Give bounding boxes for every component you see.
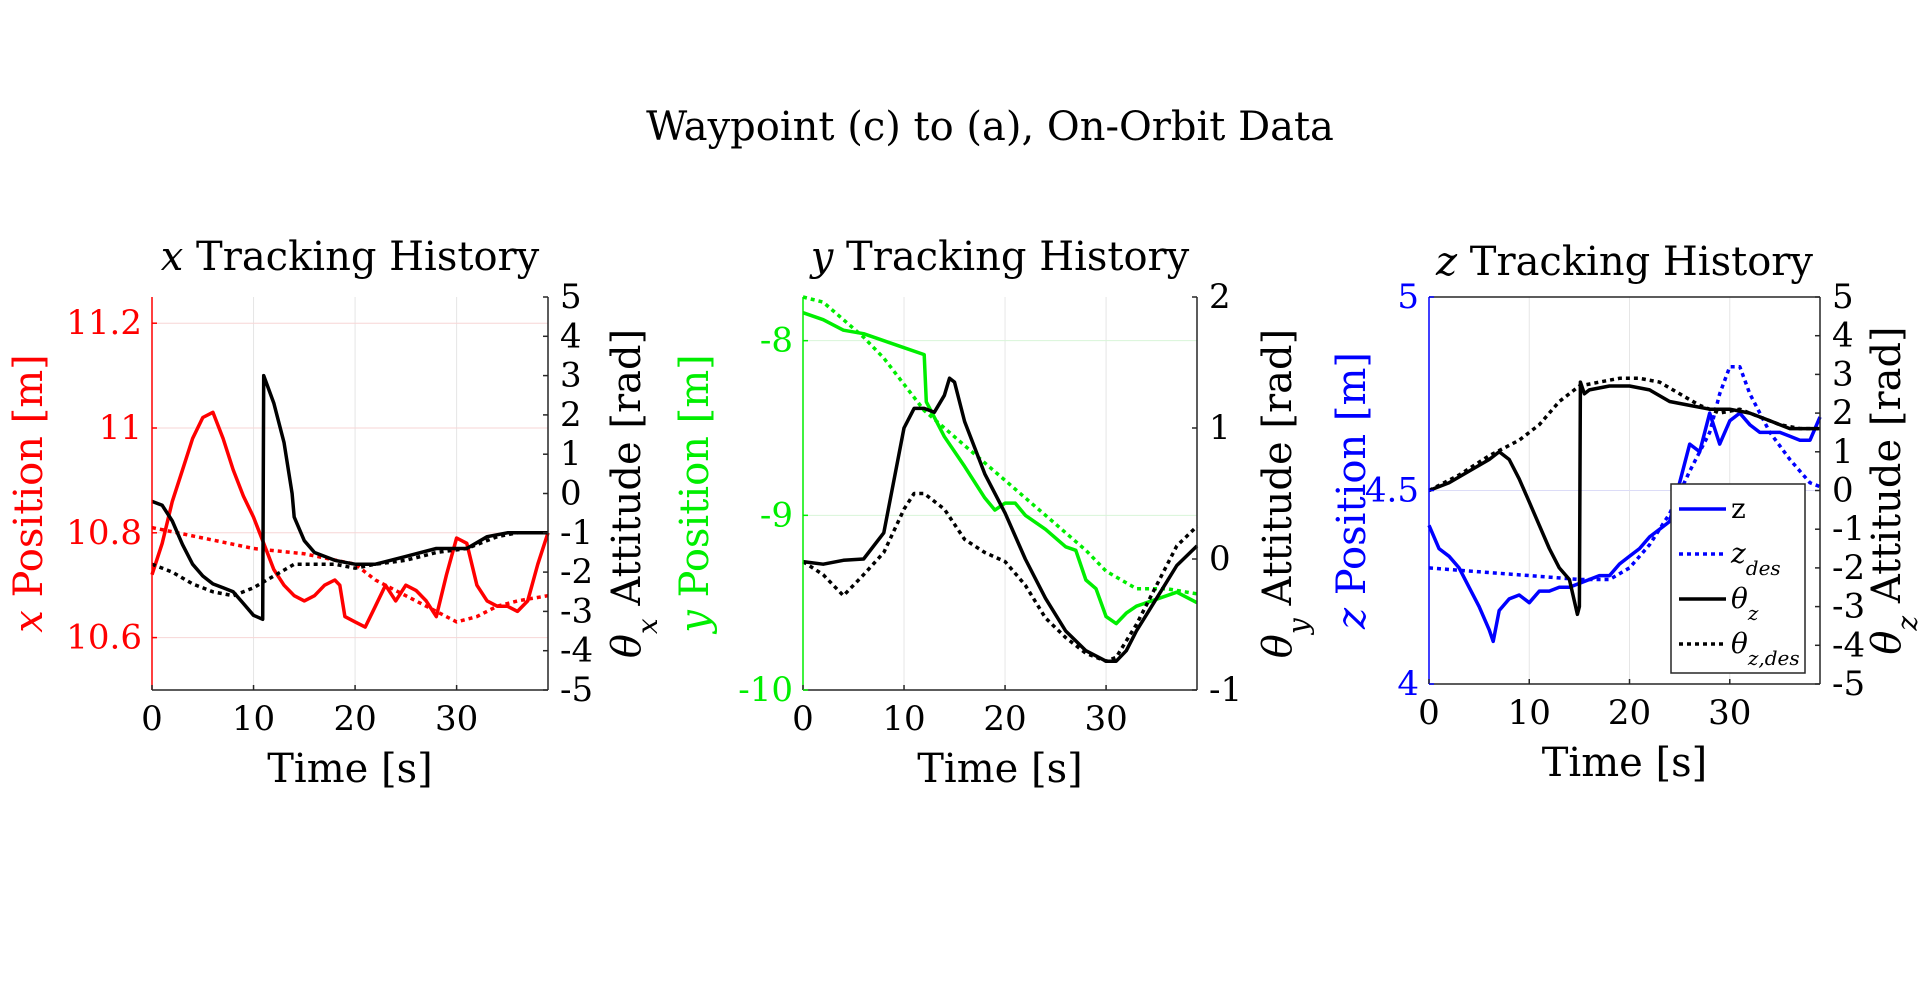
legend-box — [1670, 483, 1806, 674]
subplot-title: y Tracking History — [809, 234, 1190, 280]
right-tick-label: 2 — [1209, 277, 1231, 317]
series-line-y — [802, 311, 1198, 626]
figure-title: Waypoint (c) to (a), On-Orbit Data — [646, 104, 1334, 150]
series-line-y-des — [802, 295, 1198, 596]
right-tick-label: -4 — [1832, 625, 1865, 665]
x-tick-label: 20 — [983, 699, 1026, 739]
series-line--x — [151, 373, 548, 622]
series-line--z — [1428, 380, 1820, 617]
series-line-x — [150, 410, 550, 629]
left-tick-label: 11.2 — [66, 303, 142, 343]
series-line--y — [802, 376, 1199, 663]
x-tick-label: 0 — [1418, 693, 1440, 733]
x-axis-label: Time [s] — [267, 746, 433, 792]
left-y-axis-label: x Position [m] — [6, 354, 52, 633]
right-tick-label: 0 — [1832, 471, 1854, 511]
right-y-axis-label: θy Attitude [rad] — [1255, 329, 1315, 658]
x-tick-label: 0 — [141, 699, 163, 739]
right-tick-label: 0 — [1209, 539, 1231, 579]
series-line-x-des — [151, 525, 549, 624]
right-y-axis-label: θx Attitude [rad] — [604, 329, 664, 658]
left-y-axis-label: z Position [m] — [1329, 352, 1375, 630]
right-tick-label: 3 — [560, 356, 582, 396]
series-line--x-des — [151, 531, 548, 598]
right-tick-label: 3 — [1832, 354, 1854, 394]
x-tick-label: 20 — [1608, 693, 1651, 733]
series-line-z — [1427, 411, 1822, 644]
left-tick-label: 10.8 — [66, 513, 142, 553]
left-tick-label: 11 — [99, 408, 142, 448]
x-tick-label: 30 — [1084, 699, 1127, 739]
right-tick-label: 5 — [1832, 277, 1854, 317]
x-tick-label: 30 — [435, 699, 478, 739]
right-tick-label: 4 — [560, 316, 582, 356]
right-tick-label: -2 — [560, 552, 593, 592]
left-tick-label: 10.6 — [66, 618, 142, 658]
right-tick-label: -1 — [1209, 670, 1242, 710]
right-tick-label: -1 — [1832, 509, 1865, 549]
right-tick-label: -3 — [560, 591, 593, 631]
series-line--y-des — [802, 491, 1199, 663]
x-tick-label: 10 — [1508, 693, 1551, 733]
right-tick-label: -5 — [1832, 664, 1865, 704]
x-tick-label: 20 — [333, 699, 376, 739]
right-tick-label: 1 — [1209, 408, 1231, 448]
x-tick-label: 10 — [232, 699, 275, 739]
right-tick-label: -1 — [560, 513, 593, 553]
left-y-axis-label: y Position [m] — [672, 354, 718, 635]
right-tick-label: 2 — [1832, 393, 1854, 433]
subplot-title: z Tracking History — [1435, 239, 1813, 285]
left-tick-label: 4.5 — [1365, 471, 1419, 511]
subplot-title: x Tracking History — [161, 234, 540, 280]
right-tick-label: -4 — [560, 631, 593, 671]
right-tick-label: 2 — [560, 395, 582, 435]
legend-entry-label: z — [1731, 492, 1746, 525]
left-tick-label: 5 — [1397, 277, 1419, 317]
legend-entry-label: θz,des — [1731, 627, 1800, 670]
x-axis-label: Time [s] — [917, 746, 1083, 792]
right-tick-label: -2 — [1832, 548, 1865, 588]
legend-entry-label: zdes — [1730, 537, 1781, 580]
right-tick-label: -5 — [560, 670, 593, 710]
left-tick-label: 4 — [1397, 664, 1419, 704]
x-tick-label: 10 — [882, 699, 925, 739]
legend-entry-label: θz — [1731, 582, 1759, 625]
left-tick-label: -10 — [738, 670, 793, 710]
x-tick-label: 0 — [792, 699, 814, 739]
left-tick-label: -9 — [760, 495, 793, 535]
right-tick-label: 1 — [560, 434, 582, 474]
right-tick-label: 0 — [560, 474, 582, 514]
right-tick-label: 4 — [1832, 316, 1854, 356]
x-tick-label: 30 — [1708, 693, 1751, 733]
right-y-axis-label: θz Attitude [rad] — [1864, 326, 1920, 654]
left-tick-label: -8 — [760, 321, 793, 361]
right-tick-label: 1 — [1832, 432, 1854, 472]
right-tick-label: 5 — [560, 277, 582, 317]
x-axis-label: Time [s] — [1542, 740, 1708, 786]
right-tick-label: -3 — [1832, 587, 1865, 627]
